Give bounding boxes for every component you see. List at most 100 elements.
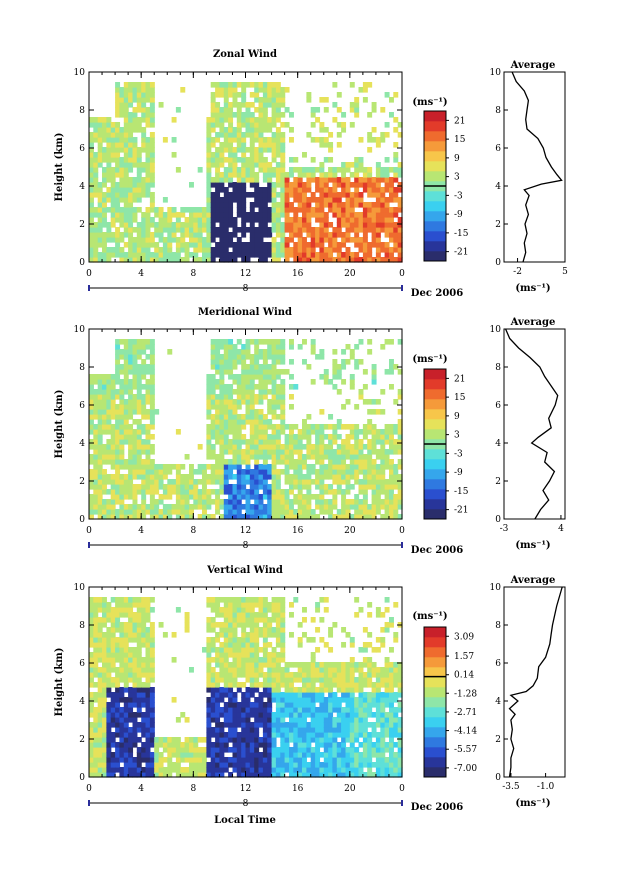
heatmap-cell — [150, 132, 155, 138]
heatmap-cell — [241, 92, 246, 98]
heatmap-cell — [254, 137, 259, 143]
heatmap-cell — [202, 499, 207, 505]
heatmap-cell — [219, 459, 224, 465]
heatmap-cell — [319, 439, 324, 445]
heatmap-cell — [146, 157, 151, 163]
heatmap-cell — [219, 677, 224, 683]
heatmap-cell — [254, 399, 259, 405]
heatmap-cell — [124, 112, 129, 118]
heatmap-cell — [367, 247, 372, 253]
heatmap-cell — [119, 484, 124, 490]
heatmap-cell — [146, 252, 151, 258]
heatmap-cell — [106, 504, 111, 510]
heatmap-cell — [198, 757, 203, 763]
heatmap-cell — [298, 494, 303, 500]
heatmap-cell — [224, 344, 229, 350]
heatmap-cell — [263, 122, 268, 128]
heatmap-cell — [272, 509, 277, 515]
heatmap-cell — [146, 187, 151, 193]
average-y-tick-label: 2 — [495, 477, 501, 487]
heatmap-cell — [228, 414, 233, 420]
heatmap-cell — [337, 197, 342, 203]
heatmap-cell — [102, 197, 107, 203]
heatmap-cell — [224, 479, 229, 485]
heatmap-cell — [89, 682, 94, 688]
heatmap-cell — [311, 424, 316, 430]
heatmap-cell — [137, 434, 142, 440]
heatmap-cell — [150, 627, 155, 633]
heatmap-cell — [137, 469, 142, 475]
heatmap-cell — [219, 247, 224, 253]
heatmap-cell — [128, 692, 133, 698]
heatmap-cell — [176, 252, 181, 258]
heatmap-cell — [385, 232, 390, 238]
heatmap-cell — [93, 692, 98, 698]
heatmap-cell — [346, 499, 351, 505]
heatmap-cell — [267, 404, 272, 410]
heatmap-cell — [115, 762, 120, 768]
heatmap-cell — [128, 122, 133, 128]
heatmap-cell — [280, 722, 285, 728]
heatmap-cell — [272, 722, 277, 728]
heatmap-cell — [224, 737, 229, 743]
heatmap-cell — [124, 722, 129, 728]
heatmap-cell — [250, 429, 255, 435]
heatmap-cell — [385, 509, 390, 515]
heatmap-cell — [280, 737, 285, 743]
heatmap-cell — [211, 742, 216, 748]
heatmap-cell — [254, 752, 259, 758]
heatmap-cell — [228, 162, 233, 168]
heatmap-cell — [228, 732, 233, 738]
heatmap-cell — [319, 717, 324, 723]
heatmap-cell — [285, 662, 290, 668]
heatmap-cell — [267, 494, 272, 500]
heatmap-cell — [324, 424, 329, 430]
heatmap-cell — [146, 632, 151, 638]
heatmap-cell — [89, 192, 94, 198]
heatmap-cell — [293, 672, 298, 678]
colorbar-step — [424, 211, 446, 221]
heatmap-cell — [141, 232, 146, 238]
heatmap-cell — [246, 642, 251, 648]
heatmap-cell — [259, 349, 264, 355]
heatmap-cell — [89, 459, 94, 465]
heatmap-cell — [302, 737, 307, 743]
heatmap-cell — [350, 172, 355, 178]
heatmap-cell — [315, 424, 320, 430]
heatmap-cell — [185, 252, 190, 258]
heatmap-cell — [263, 157, 268, 163]
heatmap-cell — [289, 632, 294, 638]
heatmap-cell — [215, 152, 220, 158]
heatmap-cell — [272, 97, 277, 103]
colorbar-step — [424, 151, 446, 161]
heatmap-cell — [311, 732, 316, 738]
heatmap-cell — [211, 479, 216, 485]
heatmap-cell — [250, 444, 255, 450]
heatmap-cell — [89, 439, 94, 445]
heatmap-cell — [385, 92, 390, 98]
heatmap-cell — [128, 717, 133, 723]
heatmap-cell — [289, 732, 294, 738]
heatmap-cell — [102, 384, 107, 390]
heatmap-cell — [306, 414, 311, 420]
heatmap-cell — [259, 717, 264, 723]
heatmap-cell — [172, 747, 177, 753]
heatmap-cell — [315, 459, 320, 465]
heatmap-cell — [306, 637, 311, 643]
heatmap-cell — [267, 657, 272, 663]
heatmap-cell — [267, 162, 272, 168]
heatmap-cell — [272, 627, 277, 633]
heatmap-cell — [154, 767, 159, 773]
heatmap-cell — [89, 379, 94, 385]
heatmap-cell — [237, 122, 242, 128]
heatmap-cell — [219, 722, 224, 728]
heatmap-cell — [89, 752, 94, 758]
heatmap-cell — [346, 217, 351, 223]
heatmap-cell — [280, 732, 285, 738]
heatmap-cell — [319, 459, 324, 465]
heatmap-cell — [224, 484, 229, 490]
heatmap-cell — [280, 187, 285, 193]
heatmap-cell — [211, 672, 216, 678]
heatmap-cell — [167, 737, 172, 743]
heatmap-cell — [298, 237, 303, 243]
